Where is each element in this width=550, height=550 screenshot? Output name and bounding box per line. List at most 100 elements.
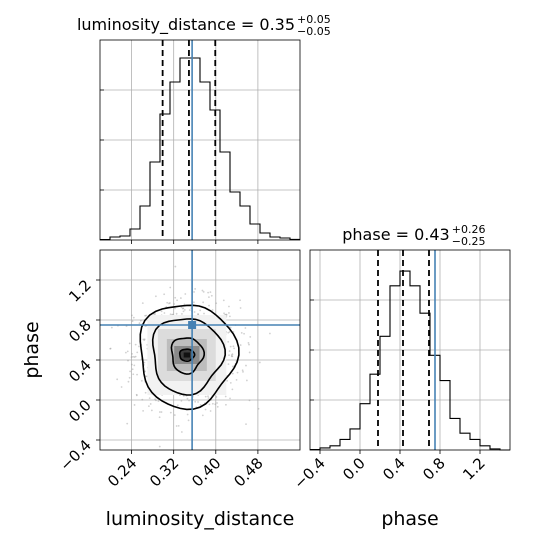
joint-sample-point-254: [174, 307, 176, 310]
joint-sample-point-782: [214, 403, 217, 406]
joint-ytick-label-4: 1.2: [65, 276, 95, 306]
phase-title: phase = 0.43: [342, 225, 449, 244]
joint-sample-point-357: [132, 355, 134, 358]
joint-sample-point-223: [258, 361, 261, 364]
phase-histogram-panel: −0.4 0.0 0.4 0.8 1.2 phase = 0.43 +0.26 −0.2…: [290, 223, 511, 493]
joint-sample-point-415: [174, 296, 177, 299]
joint-sample-point-185: [245, 364, 247, 367]
joint-sample-point-659: [180, 431, 183, 433]
joint-sample-point-308: [193, 291, 195, 293]
joint-sample-point-436: [194, 288, 197, 290]
joint-sample-point-171: [230, 355, 233, 358]
joint-sample-point-468: [215, 302, 218, 305]
joint-sample-point-677: [136, 351, 139, 354]
joint-sample-point-329: [133, 404, 136, 406]
contour-inner-1: [170, 337, 205, 375]
joint-sample-point-194: [207, 291, 210, 294]
joint-sample-point-414: [224, 395, 227, 398]
joint-sample-point-558: [180, 399, 183, 402]
joint-sample-point-635: [140, 379, 143, 382]
joint-sample-point-555: [229, 381, 232, 384]
joint-sample-point-880: [208, 304, 210, 307]
joint-sample-point-802: [180, 306, 183, 309]
joint-xtick-label-0: 0.24: [104, 454, 140, 490]
joint-sample-point-872: [131, 314, 133, 317]
joint-sample-point-279: [139, 319, 142, 322]
joint-sample-point-98: [154, 295, 157, 298]
joint-sample-point-797: [207, 395, 209, 398]
joint-sample-point-222: [229, 326, 232, 329]
joint-sample-point-399: [173, 303, 176, 305]
luminosity-distance-title-text: luminosity_distance = 0.35: [77, 15, 295, 35]
joint-sample-point-367: [174, 265, 177, 268]
joint-sample-point-43: [228, 315, 231, 318]
joint-sample-point-384: [228, 312, 230, 314]
joint-sample-point-807: [134, 355, 137, 358]
joint-sample-point-596: [235, 378, 238, 381]
joint-sample-point-55: [225, 313, 228, 316]
joint-density-panel: 0.24 0.32 0.40 0.48 −0.4 0.0 0.4 0.8 1.2: [56, 249, 301, 490]
joint-sample-point-554: [155, 399, 157, 402]
joint-truth-marker: [188, 321, 197, 329]
joint-sample-point-775: [231, 372, 234, 375]
joint-sample-point-873: [231, 355, 234, 358]
joint-sample-point-68: [232, 345, 235, 348]
joint-sample-point-587: [175, 312, 178, 315]
joint-sample-point-503: [169, 313, 172, 316]
joint-sample-point-257: [133, 364, 136, 367]
x-axis-label-luminosity-distance: luminosity_distance: [106, 508, 295, 530]
joint-sample-point-285: [175, 425, 178, 427]
joint-density-frame: [99, 249, 301, 451]
joint-sample-point-531: [248, 399, 251, 402]
contour-outer-1: [139, 304, 240, 411]
luminosity-distance-histogram-ticks: [100, 89, 259, 244]
joint-sample-point-451: [249, 336, 252, 338]
joint-sample-point-839: [128, 342, 131, 345]
joint-sample-point-418: [116, 378, 119, 381]
joint-sample-point-72: [169, 286, 172, 289]
joint-sample-point-36: [133, 356, 136, 358]
joint-sample-point-413: [223, 312, 225, 315]
joint-ytick-label-1: 0.0: [65, 396, 95, 426]
joint-sample-point-186: [231, 388, 234, 391]
joint-sample-point-306: [194, 400, 197, 403]
joint-sample-point-801: [182, 394, 185, 397]
joint-sample-point-359: [130, 356, 133, 359]
joint-sample-point-24: [142, 338, 145, 341]
joint-sample-point-283: [186, 413, 189, 416]
joint-sample-point-309: [199, 404, 202, 406]
joint-sample-point-495: [197, 401, 199, 403]
joint-sample-point-482: [127, 359, 129, 362]
joint-sample-point-796: [244, 327, 247, 329]
joint-sample-point-759: [239, 344, 242, 346]
y-axis-label-phase: phase: [21, 321, 43, 378]
joint-sample-point-866: [160, 310, 163, 313]
joint-sample-point-25: [176, 299, 179, 302]
density-level-6: [183, 352, 190, 358]
joint-sample-point-561: [201, 414, 204, 417]
joint-ytick-label-0: −0.4: [56, 436, 94, 474]
joint-sample-point-237: [239, 307, 242, 309]
joint-sample-point-184: [158, 411, 161, 413]
joint-sample-point-243: [169, 411, 172, 414]
joint-sample-point-322: [192, 301, 195, 304]
joint-sample-point-219: [132, 373, 135, 376]
joint-sample-point-648: [148, 397, 151, 400]
joint-sample-point-649: [227, 363, 230, 366]
joint-sample-point-692: [129, 370, 131, 373]
joint-sample-point-261: [209, 291, 212, 294]
joint-sample-point-115: [144, 391, 147, 394]
joint-ytick-label-3: 0.8: [65, 316, 95, 346]
joint-sample-point-601: [228, 331, 231, 333]
joint-sample-point-262: [158, 445, 161, 448]
luminosity-distance-histogram-panel: luminosity_distance = 0.35 +0.05 −0.05: [77, 13, 331, 244]
joint-sample-point-841: [132, 316, 135, 319]
joint-sample-point-820: [207, 397, 210, 399]
joint-sample-point-767: [248, 343, 250, 346]
joint-sample-point-586: [199, 309, 202, 312]
joint-sample-point-518: [187, 419, 190, 422]
joint-sample-point-497: [142, 409, 145, 412]
joint-sample-point-18: [177, 424, 180, 427]
joint-sample-point-819: [236, 371, 239, 374]
